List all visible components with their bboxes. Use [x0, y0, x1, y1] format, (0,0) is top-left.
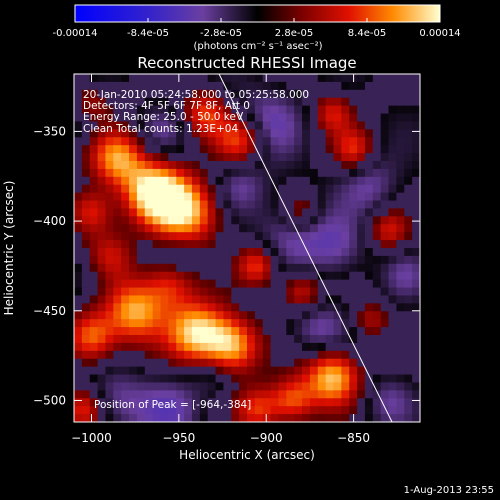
- y-tick-label: −400: [33, 214, 66, 228]
- y-axis-label: Heliocentric Y (arcsec): [2, 181, 16, 316]
- x-tick-label: −900: [250, 431, 283, 445]
- limb-line: [218, 74, 393, 422]
- colorbar-ticks: -0.00014 -8.4e-05 -2.8e-05 2.8e-05 8.4e-05 0.…: [53, 18, 461, 39]
- annotation-clean: Clean Total counts: 1.23E+04: [83, 123, 238, 135]
- y-tick-label: −350: [33, 124, 66, 138]
- y-tick-label: −500: [33, 393, 66, 407]
- colorbar-tick-label: 2.8e-05: [275, 28, 313, 39]
- x-tick-label: −850: [337, 431, 370, 445]
- x-axis-label: Heliocentric X (arcsec): [179, 448, 315, 462]
- info-annotations: 20-Jan-2010 05:24:58.000 to 05:25:58.000…: [83, 89, 309, 135]
- y-tick-label: −450: [33, 304, 66, 318]
- annotation-time: 20-Jan-2010 05:24:58.000 to 05:25:58.000: [83, 89, 309, 101]
- plot-frame: [73, 73, 421, 423]
- colorbar-tick-label: -2.8e-05: [200, 28, 242, 39]
- colorbar-label: (photons cm⁻² s⁻¹ asec⁻²): [193, 41, 322, 52]
- y-axis-ticks: −350 −400 −450 −500: [33, 124, 420, 407]
- colorbar-tick-label: 0.00014: [419, 28, 460, 39]
- colorbar: [74, 4, 441, 23]
- annotation-energy: Energy Range: 25.0 - 50.0 keV: [83, 111, 244, 123]
- peak-position-label: Position of Peak = [-964,-384]: [94, 399, 251, 411]
- chart-title: Reconstructed RHESSI Image: [137, 54, 356, 72]
- heatmap: [74, 74, 420, 422]
- annotation-detectors: Detectors: 4F 5F 6F 7F 8F, Att 0: [83, 100, 250, 112]
- x-tick-label: −950: [162, 431, 195, 445]
- colorbar-tick-label: -0.00014: [53, 28, 98, 39]
- footer-date: 1-Aug-2013 23:55: [403, 485, 494, 496]
- x-tick-label: −1000: [71, 431, 112, 445]
- x-axis-ticks: −1000 −950 −900 −850: [71, 74, 370, 445]
- colorbar-tick-label: -8.4e-05: [127, 28, 169, 39]
- colorbar-tick-label: 8.4e-05: [348, 28, 386, 39]
